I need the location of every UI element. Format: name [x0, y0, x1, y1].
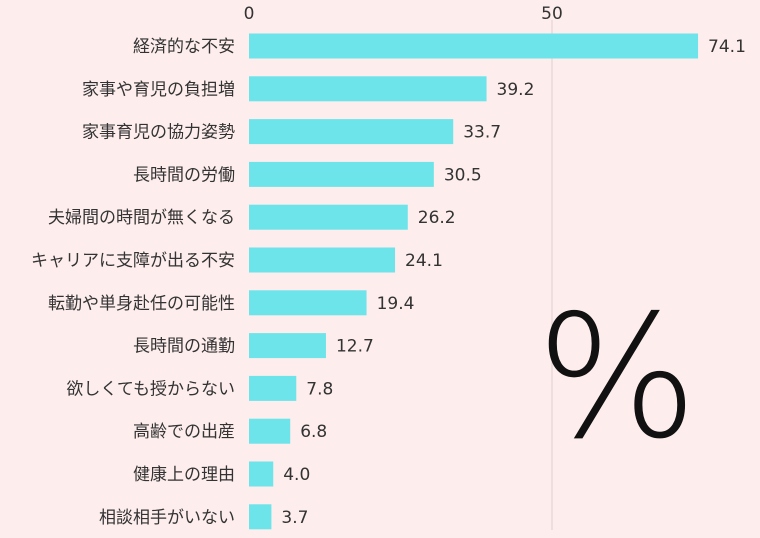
bar: [249, 33, 699, 59]
unit-label: %: [536, 279, 698, 477]
value-label: 30.5: [444, 165, 482, 185]
value-label: 6.8: [300, 422, 327, 442]
category-label: 経済的な不安: [133, 37, 235, 57]
value-label: 39.2: [497, 80, 535, 100]
value-label: 33.7: [463, 123, 501, 143]
bar: [249, 333, 326, 359]
x-tick-label: 0: [244, 4, 255, 24]
bar: [249, 418, 291, 444]
category-label: 夫婦間の時間が無くなる: [48, 208, 235, 228]
value-label: 24.1: [405, 251, 443, 271]
category-labels: 経済的な不安家事や育児の負担増家事育児の協力姿勢長時間の労働夫婦間の時間が無くな…: [31, 37, 235, 528]
value-label: 74.1: [708, 37, 746, 57]
category-label: 家事や育児の負担増: [82, 80, 235, 100]
bar: [249, 290, 367, 316]
bar: [249, 375, 297, 401]
bar: [249, 461, 274, 487]
value-label: 26.2: [418, 208, 456, 228]
category-label: 相談相手がいない: [99, 508, 235, 528]
bar: [249, 76, 487, 102]
bar: [249, 247, 396, 273]
value-labels: 74.1 39.2 33.7 30.5 26.2 24.1 19.4 12.7 7.8 6.8 4.…: [281, 37, 745, 528]
value-label: 4.0: [283, 465, 310, 485]
category-label: 家事育児の協力姿勢: [82, 123, 235, 143]
value-label: 19.4: [377, 294, 415, 314]
category-label: 長時間の通勤: [133, 337, 235, 357]
value-label: 7.8: [306, 379, 333, 399]
x-tick-label: 50: [541, 4, 563, 24]
bar: [249, 504, 272, 530]
category-label: 高齢での出産: [133, 422, 235, 442]
x-axis-ticks: 0 50: [244, 4, 563, 24]
value-label: 12.7: [336, 337, 374, 357]
bars: [249, 33, 699, 530]
category-label: 健康上の理由: [133, 465, 235, 485]
category-label: キャリアに支障が出る不安: [31, 251, 235, 271]
bar: [249, 119, 454, 145]
bar: [249, 204, 408, 230]
value-label: 3.7: [281, 508, 308, 528]
category-label: 欲しくても授からない: [66, 379, 235, 399]
bar: [249, 161, 434, 187]
category-label: 長時間の労働: [133, 165, 235, 185]
category-label: 転勤や単身赴任の可能性: [48, 294, 235, 314]
